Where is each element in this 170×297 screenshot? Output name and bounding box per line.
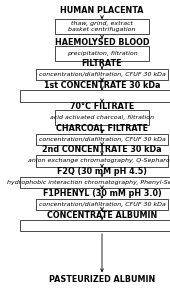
Text: CHARCOAL FILTRATE: CHARCOAL FILTRATE [56,124,148,133]
Text: F2Q (30 mM pH 4.5): F2Q (30 mM pH 4.5) [57,167,147,176]
Bar [55,46,149,61]
Text: acid activated charcoal, filtration: acid activated charcoal, filtration [50,115,154,120]
Text: HUMAN PLACENTA: HUMAN PLACENTA [60,6,144,15]
Text: concentration/diafiltration, CFUF 30 kDa: concentration/diafiltration, CFUF 30 kDa [39,72,165,77]
Text: concentration/diafiltration, CFUF 30 kDa: concentration/diafiltration, CFUF 30 kDa [39,137,165,142]
Text: CONCENTRATE ALBUMIN: CONCENTRATE ALBUMIN [47,211,157,219]
Bar [36,155,168,167]
Text: thaw, grind, extract
basket centrifugation: thaw, grind, extract basket centrifugati… [68,21,136,32]
Bar [20,177,170,188]
Text: anion exchange chromatography, Q-Sepharose: anion exchange chromatography, Q-Sepharo… [28,159,170,163]
Text: HAEMOLYSED BLOOD: HAEMOLYSED BLOOD [55,38,149,47]
Text: F1PHENYL (30 mM pH 3.0): F1PHENYL (30 mM pH 3.0) [43,189,161,198]
Text: 1st CONCENTRATE 30 kDa: 1st CONCENTRATE 30 kDa [44,81,160,90]
Text: 70°C FILTRATE: 70°C FILTRATE [70,102,134,111]
Bar [20,90,170,102]
Text: FILTRATE: FILTRATE [82,59,122,68]
Bar [36,69,168,80]
Text: precipitation, filtration: precipitation, filtration [67,51,137,56]
Text: concentration/diafiltration, CFUF 30 kDa: concentration/diafiltration, CFUF 30 kDa [39,202,165,207]
Text: hydrophobic interaction chromatography, Phenyl-Sepharose: hydrophobic interaction chromatography, … [7,180,170,185]
Bar [55,19,149,34]
Bar [36,134,168,145]
Text: PASTEURIZED ALBUMIN: PASTEURIZED ALBUMIN [49,275,155,284]
Bar [55,110,149,125]
Bar [36,199,168,210]
Text: 2nd CONCENTRATE 30 kDa: 2nd CONCENTRATE 30 kDa [42,146,162,154]
Bar [20,220,170,231]
